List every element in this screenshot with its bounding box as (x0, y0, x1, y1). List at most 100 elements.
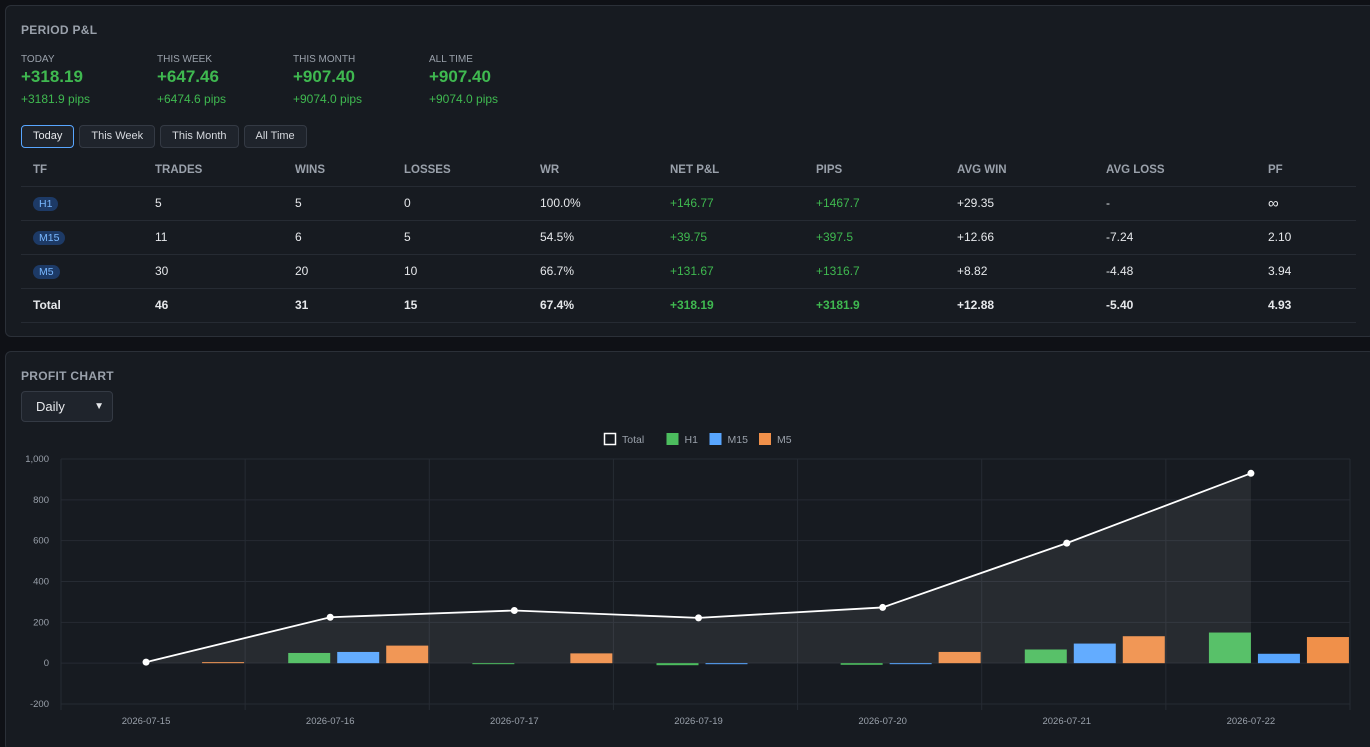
total-point (326, 613, 334, 621)
bar-m5 (570, 653, 613, 664)
table-cell: +3181.9 (804, 287, 945, 323)
column-header: WR (528, 154, 658, 187)
bar-h1 (1024, 649, 1067, 664)
bar-m5 (1306, 637, 1349, 664)
period-button-today[interactable]: Today (21, 125, 75, 148)
chevron-down-icon: ▼ (94, 401, 104, 412)
table-cell: 4.93 (1256, 287, 1356, 323)
table-cell: 5 (283, 186, 392, 221)
table-total-row: Total 46 31 15 67.4% +318.19 +3181.9 +12… (21, 287, 1356, 323)
table-cell: 5 (392, 220, 528, 255)
table-cell: 15 (392, 287, 528, 323)
total-point (1247, 469, 1255, 477)
bar-h1 (656, 663, 699, 666)
table-cell: +1467.7 (804, 186, 945, 221)
bar-m15 (705, 663, 748, 665)
stat-pips: +3181.9 pips (21, 92, 91, 106)
period-button-this-month[interactable]: This Month (160, 125, 239, 148)
stat-all-time: ALL TIME +907.40 +9074.0 pips (429, 54, 569, 106)
bar-m15 (889, 663, 932, 665)
table-cell: 46 (143, 287, 283, 323)
table-cell: +8.82 (945, 254, 1094, 289)
table-row: M5 30 20 10 66.7% +131.67 +1316.7 +8.82 … (21, 254, 1356, 289)
x-tick-label: 2026-07-20 (858, 716, 907, 727)
total-point (879, 603, 887, 611)
legend-label: M15 (728, 434, 749, 446)
table-cell: 5 (143, 186, 283, 221)
granularity-value: Daily (36, 399, 65, 414)
total-point (695, 614, 702, 622)
profit-chart-panel: PROFIT CHART Daily ▼ -200 0 200 400 600 800 1,… (5, 351, 1370, 747)
column-header: PF (1256, 154, 1356, 187)
stat-this-month: THIS MONTH +907.40 +9074.0 pips (293, 54, 433, 106)
table-cell: - (1094, 186, 1256, 221)
stat-pips: +9074.0 pips (429, 92, 499, 106)
table-cell: 20 (283, 254, 392, 289)
stat-today: TODAY +318.19 +3181.9 pips (21, 54, 161, 106)
table-cell: 10 (392, 254, 528, 289)
y-tick-label: 1,000 (25, 454, 49, 465)
table-cell: +318.19 (658, 287, 804, 323)
stat-value: +907.40 (429, 67, 491, 86)
legend-swatch-m5 (759, 433, 771, 445)
bar-m5 (386, 645, 429, 664)
table-cell: ∞ (1256, 186, 1356, 221)
table-cell: 67.4% (528, 287, 658, 323)
column-header: NET P&L (658, 154, 804, 187)
timeframe-badge: M5 (33, 264, 60, 279)
bar-m5 (1122, 636, 1165, 664)
y-tick-label: 600 (33, 536, 49, 547)
table-cell: +146.77 (658, 186, 804, 221)
bar-h1 (472, 663, 515, 665)
table-cell: +29.35 (945, 186, 1094, 221)
table-cell: -7.24 (1094, 220, 1256, 255)
stat-value: +907.40 (293, 67, 355, 86)
table-row: H1 5 5 0 100.0% +146.77 +1467.7 +29.35 -… (21, 186, 1356, 221)
column-header: TRADES (143, 154, 283, 187)
table-cell: +12.88 (945, 287, 1094, 323)
table-row: M15 11 6 5 54.5% +39.75 +397.5 +12.66 -7… (21, 220, 1356, 255)
x-tick-label: 2026-07-21 (1042, 716, 1091, 727)
timeframe-table: TF TRADES WINS LOSSES WR NET P&L PIPS AV… (21, 154, 1356, 323)
column-header: WINS (283, 154, 392, 187)
table-cell: +1316.7 (804, 254, 945, 289)
stat-pips: +6474.6 pips (157, 92, 227, 106)
column-header: AVG WIN (945, 154, 1094, 187)
legend-label: M5 (777, 434, 792, 446)
period-pnl-panel: PERIOD P&L TODAY +318.19 +3181.9 pips TH… (5, 5, 1370, 337)
x-tick-label: 2026-07-17 (490, 716, 539, 727)
legend-swatch-total (603, 432, 617, 446)
profit-chart-title: PROFIT CHART (21, 369, 114, 383)
bar-m15 (337, 651, 380, 664)
total-point (142, 658, 150, 666)
x-tick-label: 2026-07-19 (674, 716, 723, 727)
total-area (146, 473, 1251, 664)
bar-h1 (288, 652, 331, 664)
period-button-this-week[interactable]: This Week (79, 125, 156, 148)
period-selector: Today This Week This Month All Time (21, 125, 307, 148)
table-cell: +397.5 (804, 220, 945, 255)
column-header: TF (21, 154, 143, 187)
granularity-select[interactable]: Daily ▼ (21, 391, 113, 422)
table-cell: Total (21, 287, 143, 323)
table-cell: 54.5% (528, 220, 658, 255)
y-tick-label: 200 (33, 617, 49, 628)
y-tick-label: -200 (30, 699, 49, 710)
bar-m5 (938, 651, 981, 664)
stat-label: ALL TIME (429, 54, 473, 65)
stat-label: THIS WEEK (157, 54, 213, 65)
legend-swatch-m15 (709, 433, 722, 445)
table-cell: 66.7% (528, 254, 658, 289)
bar-m15 (1073, 643, 1116, 664)
table-cell: 0 (392, 186, 528, 221)
x-tick-label: 2026-07-16 (306, 716, 355, 727)
y-tick-label: 400 (33, 577, 49, 588)
y-tick-label: 800 (33, 495, 49, 506)
table-cell: -4.48 (1094, 254, 1256, 289)
period-button-all-time[interactable]: All Time (243, 125, 307, 148)
total-point (1063, 539, 1071, 547)
table-cell: 3.94 (1256, 254, 1356, 289)
stat-label: THIS MONTH (293, 54, 356, 65)
stat-this-week: THIS WEEK +647.46 +6474.6 pips (157, 54, 297, 106)
legend-swatch-h1 (666, 433, 679, 445)
